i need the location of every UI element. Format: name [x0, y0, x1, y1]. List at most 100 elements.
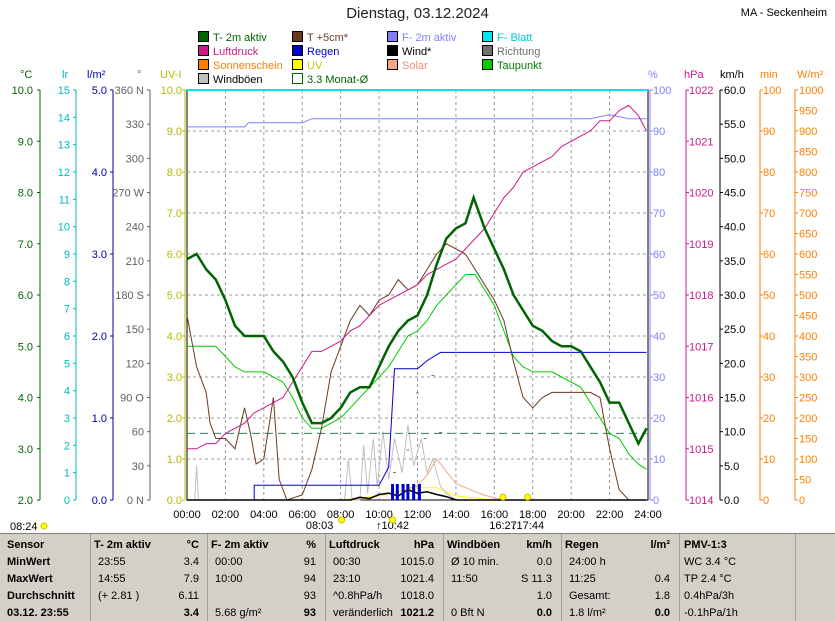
axis-unit-kmh: km/h [720, 69, 744, 81]
table-column-divider [795, 534, 796, 621]
series-line-regen [187, 351, 647, 501]
axis-tick-label-uv: 6.0 [167, 249, 182, 261]
series-line-f-2m-aktiv [187, 114, 647, 128]
sun-event-label: 08:24 [10, 521, 38, 533]
axis-tick-label-dir: 60 [132, 427, 144, 439]
series-point-richtung: - [439, 425, 443, 439]
axis-tick-label-temp: 10.0 [12, 85, 33, 97]
x-tick-label: 08:00 [327, 509, 355, 521]
axis-tick-label-wm2: 750 [799, 188, 817, 200]
table-cell-value: S 11.3 [521, 573, 552, 585]
column-unit: hPa [413, 539, 434, 551]
axis-tick-label-temp: 5.0 [18, 341, 33, 353]
axis-tick-label-dir: 210 [126, 256, 144, 268]
axis-tick-label-min: 80 [763, 167, 775, 179]
axis-tick-label-wm2: 250 [799, 393, 817, 405]
table-cell-value: 3.4 [183, 556, 199, 568]
table-cell-value: 0.4hPa/3h [684, 590, 735, 602]
legend-label: Luftdruck [213, 46, 259, 58]
axis-tick-label-min: 10 [763, 454, 775, 466]
axis-tick-label-uv: 10.0 [161, 85, 182, 97]
axis-tick-label-pct: 0 [653, 495, 659, 507]
axis-tick-label-wm2: 900 [799, 126, 817, 138]
axis-tick-label-kmh: 0.0 [724, 495, 739, 507]
sun-event-label: ↑10:42 [376, 520, 409, 532]
axis-tick-label-lr: 11 [59, 194, 70, 206]
x-tick-label: 04:00 [250, 509, 278, 521]
table-cell-value: 0.0 [536, 556, 552, 568]
axis-unit-hpa: hPa [684, 69, 704, 81]
legend-label: Richtung [497, 46, 541, 58]
table-column-divider [90, 534, 91, 621]
axis-tick-label-lr: 9 [64, 249, 70, 261]
axis-tick-label-kmh: 35.0 [724, 256, 745, 268]
axis-tick-label-wm2: 850 [799, 147, 817, 159]
axis-tick-label-lr: 7 [64, 304, 70, 316]
legend-swatch [292, 73, 303, 84]
axis-tick-label-uv: 5.0 [167, 290, 182, 302]
table-cell-label: (+ 2.81 ) [98, 590, 140, 602]
axis-tick-label-pct: 70 [653, 208, 665, 220]
table-cell-label: 23:55 [98, 556, 126, 568]
axis-tick-label-wm2: 800 [799, 167, 817, 179]
legend-label: F- 2m aktiv [402, 32, 457, 44]
axis-tick-label-lr: 14 [58, 112, 70, 124]
axis-tick-label-lm2: 1.0 [92, 413, 107, 425]
axis-tick-label-hpa: 1022 [689, 85, 713, 97]
axis-tick-label-hpa: 1021 [689, 136, 713, 148]
axis-tick-label-pct: 30 [653, 372, 665, 384]
legend-swatch [482, 45, 493, 56]
table-cell-label: 23:10 [333, 573, 361, 585]
table-cell-value: 0.0 [654, 607, 670, 619]
table-cell-value: 6.11 [178, 590, 199, 602]
axis-tick-label-wm2: 0 [799, 495, 805, 507]
axis-tick-label-kmh: 5.0 [724, 461, 739, 473]
axis-tick-label-wm2: 400 [799, 331, 817, 343]
axis-tick-label-dir: 300 [126, 153, 144, 165]
axis-tick-label-kmh: 50.0 [724, 153, 745, 165]
row-label: Sensor [7, 539, 45, 551]
axis-tick-label-lm2: 2.0 [92, 331, 107, 343]
table-column-divider [207, 534, 208, 621]
axis-tick-label-temp: 2.0 [18, 495, 33, 507]
axis-tick-label-wm2: 300 [799, 372, 817, 384]
axis-tick-label-kmh: 55.0 [724, 119, 745, 131]
column-header: F- 2m aktiv [211, 539, 269, 551]
axis-tick-label-kmh: 25.0 [724, 324, 745, 336]
legend-swatch [482, 31, 493, 42]
axis-tick-label-lr: 4 [64, 386, 70, 398]
legend-label: UV [307, 60, 323, 72]
table-cell-value: 1018.0 [400, 590, 434, 602]
legend-label: Taupunkt [497, 60, 542, 72]
x-tick-label: 12:00 [404, 509, 432, 521]
row-label: MaxWert [7, 573, 53, 585]
axis-tick-label-pct: 80 [653, 167, 665, 179]
axis-tick-label-min: 100 [763, 85, 781, 97]
axis-tick-label-uv: 2.0 [167, 413, 182, 425]
x-tick-label: 18:00 [519, 509, 547, 521]
legend-item: F- 2m aktiv [387, 31, 456, 44]
legend-label: Windböen [213, 74, 263, 86]
axis-tick-label-dir: 180 S [115, 290, 144, 302]
table-cell-value: 93 [303, 590, 316, 602]
axis-tick-label-dir: 360 N [115, 85, 144, 97]
axis-tick-label-lr: 3 [64, 413, 70, 425]
legend-swatch [387, 45, 398, 56]
sun-icon [40, 522, 48, 530]
row-label: 03.12. 23:55 [7, 607, 69, 619]
x-tick-label: 20:00 [557, 509, 585, 521]
sun-icon [524, 493, 532, 501]
table-cell-value: 1015.0 [400, 556, 434, 568]
legend-swatch [387, 59, 398, 70]
axis-tick-label-hpa: 1016 [689, 393, 713, 405]
axis-tick-label-min: 90 [763, 126, 775, 138]
axis-tick-label-temp: 7.0 [18, 239, 33, 251]
table-cell-label: 1.8 l/m² [569, 607, 606, 619]
series-point-richtung: - [416, 385, 420, 399]
row-label: MinWert [7, 556, 51, 568]
page-title: Dienstag, 03.12.2024 [346, 5, 489, 22]
table-cell-value: 1.0 [536, 590, 552, 602]
legend-swatch [387, 31, 398, 42]
legend-swatch [292, 31, 303, 42]
table-column-divider [679, 534, 680, 621]
